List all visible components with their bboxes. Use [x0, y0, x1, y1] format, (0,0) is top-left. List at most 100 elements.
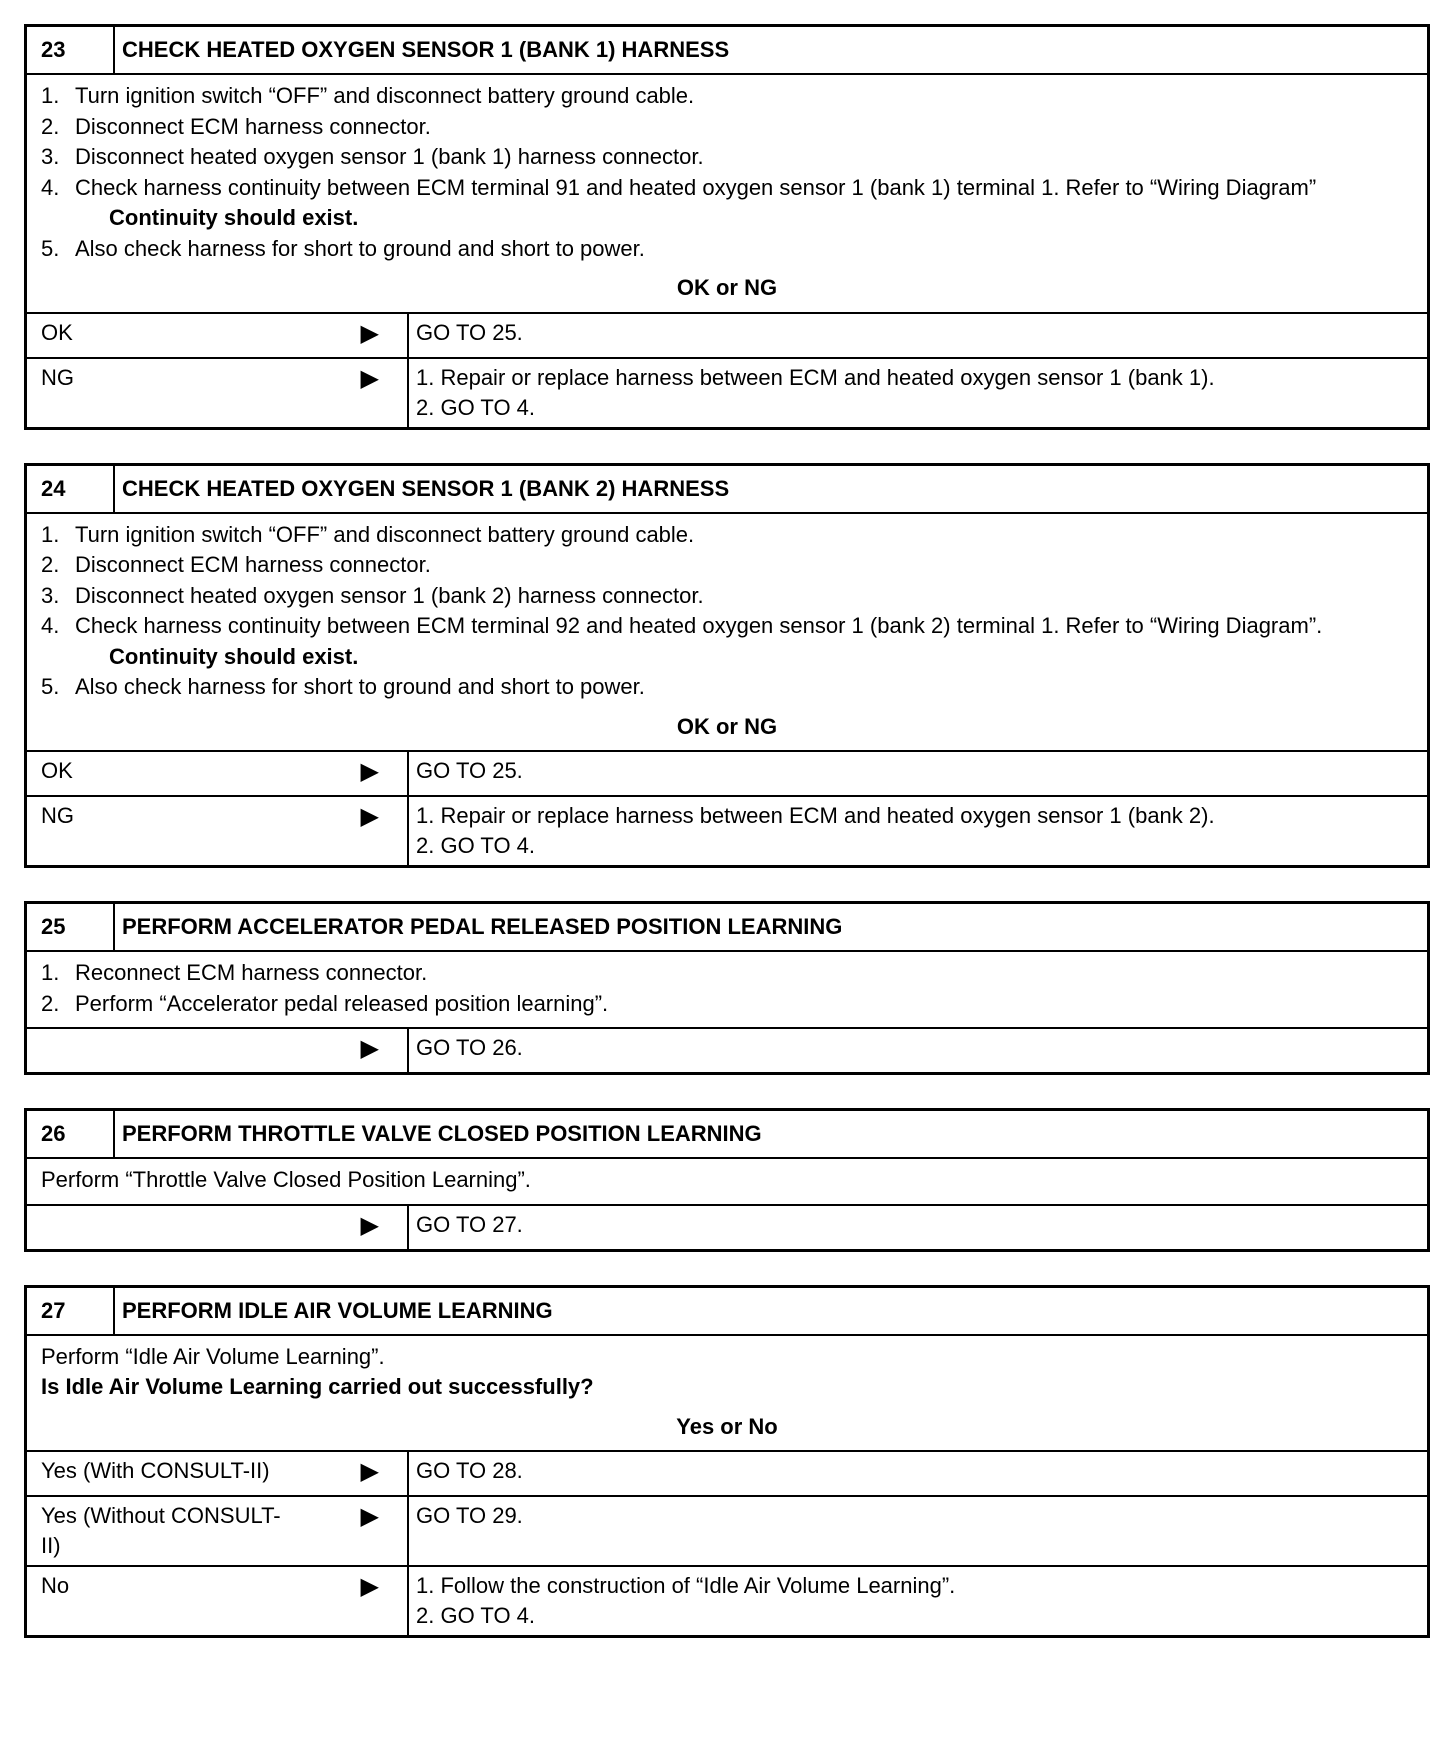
instruction-item: 3. Disconnect heated oxygen sensor 1 (ban… — [41, 142, 1413, 173]
result-action: GO TO 25. — [409, 314, 530, 357]
action-line: 1. Follow the construction of “Idle Air … — [416, 1573, 956, 1598]
result-label-cell: ▶ — [27, 1029, 409, 1072]
result-label-cell: ▶ — [27, 1205, 409, 1249]
result-action: 1. Repair or replace harness between ECM… — [409, 797, 1222, 865]
result-action: GO TO 27. — [409, 1206, 530, 1249]
item-text: Check harness continuity between ECM ter… — [75, 174, 1317, 200]
step-table-23: 23 CHECK HEATED OXYGEN SENSOR 1 (BANK 1) … — [24, 24, 1430, 430]
right-triangle-icon: ▶ — [360, 364, 379, 392]
instruction-item: 2. Disconnect ECM harness connector. — [41, 550, 1413, 581]
instruction-text: Is Idle Air Volume Learning carried out … — [41, 1374, 594, 1399]
result-action: GO TO 29. — [409, 1497, 530, 1565]
item-number: 2. — [41, 552, 60, 577]
result-action: GO TO 28. — [409, 1452, 530, 1495]
item-text: Disconnect ECM harness connector. — [75, 552, 431, 577]
right-triangle-icon: ▶ — [360, 758, 379, 785]
action-line: 1. Repair or replace harness between ECM… — [416, 364, 1215, 390]
result-action: 1. Follow the construction of “Idle Air … — [409, 1567, 962, 1635]
action-line: GO TO 29. — [416, 1503, 523, 1528]
result-label-cell: OK ▶ — [27, 313, 409, 357]
right-triangle-icon: ▶ — [360, 1211, 379, 1239]
step-title: CHECK HEATED OXYGEN SENSOR 1 (BANK 1) HA… — [122, 37, 730, 62]
step-number: 26 — [27, 1111, 115, 1157]
instruction-item: 1. Turn ignition switch “OFF” and disconn… — [41, 520, 1413, 551]
step-title: PERFORM ACCELERATOR PEDAL RELEASED POSIT… — [122, 914, 843, 939]
action-line: GO TO 25. — [416, 319, 523, 345]
item-text: Turn ignition switch “OFF” and disconnec… — [75, 83, 695, 108]
item-number: 3. — [41, 144, 60, 169]
right-triangle-icon: ▶ — [360, 1503, 379, 1530]
step-instructions: Perform “Throttle Valve Closed Position … — [27, 1159, 1427, 1206]
step-instructions: 1. Reconnect ECM harness connector. 2. Perf… — [27, 952, 1427, 1029]
result-row: OK ▶ GO TO 25. — [27, 313, 1427, 359]
instruction-text: Perform “Throttle Valve Closed Position … — [41, 1167, 531, 1192]
step-instructions: Perform “Idle Air Volume Learning”. Is Id… — [27, 1336, 1427, 1452]
result-label: OK — [41, 758, 73, 783]
instruction-item: 4. Check harness continuity between ECM t… — [41, 611, 1413, 642]
result-question: OK or NG — [676, 275, 778, 300]
result-label: Yes (Without CONSULT-II) — [41, 1503, 281, 1558]
item-number: 1. — [41, 521, 60, 547]
spec-text: Continuity should exist. — [109, 643, 359, 669]
item-text: Check harness continuity between ECM ter… — [75, 613, 1323, 638]
result-row: No ▶ 1. Follow the construction of “Idle A… — [27, 1567, 1427, 1635]
step-table-26: 26 PERFORM THROTTLE VALVE CLOSED POSITION… — [24, 1108, 1430, 1252]
step-header: 27 PERFORM IDLE AIR VOLUME LEARNING — [27, 1287, 1427, 1336]
item-number: 1. — [41, 960, 60, 985]
step-header: 23 CHECK HEATED OXYGEN SENSOR 1 (BANK 1) … — [27, 27, 1427, 75]
item-text: Disconnect heated oxygen sensor 1 (bank … — [75, 144, 704, 169]
step-number: 23 — [27, 27, 115, 73]
result-row: OK ▶ GO TO 25. — [27, 752, 1427, 797]
action-line: GO TO 25. — [416, 758, 523, 783]
action-line: GO TO 28. — [416, 1458, 523, 1483]
item-text: Disconnect ECM harness connector. — [75, 113, 431, 139]
spec-text: Continuity should exist. — [109, 205, 359, 230]
item-text: Perform “Accelerator pedal released posi… — [75, 990, 609, 1016]
result-question: OK or NG — [676, 713, 778, 739]
step-header: 24 CHECK HEATED OXYGEN SENSOR 1 (BANK 2) … — [27, 465, 1427, 514]
step-number: 27 — [27, 1287, 115, 1334]
result-label: NG — [41, 364, 74, 390]
result-label: OK — [41, 319, 73, 345]
item-text: Also check harness for short to ground a… — [75, 235, 645, 261]
step-header: 26 PERFORM THROTTLE VALVE CLOSED POSITION… — [27, 1111, 1427, 1159]
instruction-item: 4. Check harness continuity between ECM t… — [41, 173, 1413, 204]
right-triangle-icon: ▶ — [360, 1458, 379, 1485]
right-triangle-icon: ▶ — [360, 1573, 379, 1600]
result-row: ▶ GO TO 26. — [27, 1029, 1427, 1072]
item-text: Reconnect ECM harness connector. — [75, 960, 428, 985]
item-text: Also check harness for short to ground a… — [75, 674, 645, 699]
item-number: 4. — [41, 174, 60, 200]
action-line: 2. GO TO 4. — [416, 1603, 536, 1628]
instruction-item: 2. Disconnect ECM harness connector. — [41, 112, 1413, 143]
result-row: Yes (Without CONSULT-II) ▶ GO TO 29. — [27, 1497, 1427, 1567]
result-action: 1. Repair or replace harness between ECM… — [409, 359, 1222, 427]
result-row: ▶ GO TO 27. — [27, 1205, 1427, 1249]
result-label-cell: NG ▶ — [27, 797, 409, 865]
instruction-item: 5. Also check harness for short to ground… — [41, 234, 1413, 265]
step-header: 25 PERFORM ACCELERATOR PEDAL RELEASED POS… — [27, 904, 1427, 952]
item-number: 5. — [41, 235, 60, 261]
result-label: NG — [41, 803, 74, 828]
item-number: 5. — [41, 674, 60, 699]
instruction-item: 5. Also check harness for short to ground… — [41, 672, 1413, 703]
result-label-cell: No ▶ — [27, 1567, 409, 1635]
result-row: NG ▶ 1. Repair or replace harness between … — [27, 358, 1427, 427]
action-line: GO TO 26. — [416, 1035, 523, 1060]
action-line: GO TO 27. — [416, 1211, 523, 1237]
instruction-item: 1. Turn ignition switch “OFF” and disconn… — [41, 81, 1413, 112]
item-number: 4. — [41, 613, 60, 638]
step-number: 24 — [27, 465, 115, 512]
result-action: GO TO 25. — [409, 752, 530, 795]
action-line: 2. GO TO 4. — [416, 833, 536, 858]
step-number: 25 — [27, 904, 115, 950]
item-text: Disconnect heated oxygen sensor 1 (bank … — [75, 582, 704, 608]
action-line: 2. GO TO 4. — [416, 394, 536, 420]
instruction-item: 3. Disconnect heated oxygen sensor 1 (ban… — [41, 581, 1413, 612]
result-label-cell: Yes (Without CONSULT-II) ▶ — [27, 1497, 409, 1565]
right-triangle-icon: ▶ — [360, 803, 379, 830]
result-label-cell: NG ▶ — [27, 358, 409, 427]
item-text: Turn ignition switch “OFF” and disconnec… — [75, 521, 695, 547]
step-table-24: 24 CHECK HEATED OXYGEN SENSOR 1 (BANK 2) … — [24, 462, 1430, 868]
step-title: PERFORM THROTTLE VALVE CLOSED POSITION L… — [122, 1121, 762, 1146]
